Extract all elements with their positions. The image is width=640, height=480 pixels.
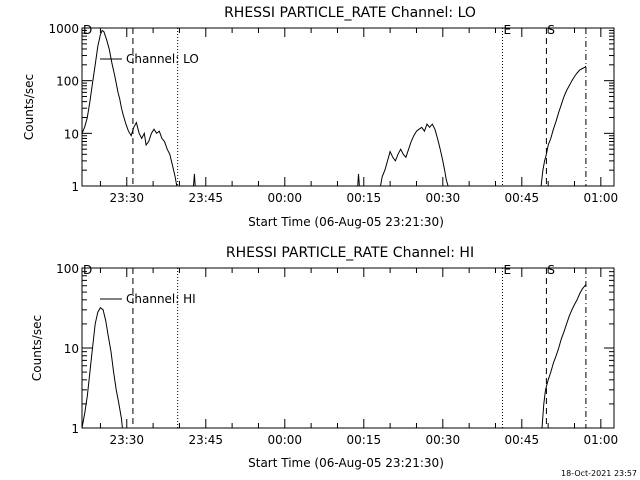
- marker-label: E: [504, 23, 512, 37]
- y-tick-label: 10: [64, 342, 79, 356]
- generation-timestamp: 18-Oct-2021 23:57: [561, 469, 637, 478]
- series-line-segment: [541, 284, 587, 429]
- x-tick-label: 00:00: [267, 191, 302, 205]
- y-axis-label-lo: Counts/sec: [22, 74, 36, 140]
- series-line-segment: [81, 29, 178, 187]
- x-tick-label: 23:30: [109, 433, 144, 447]
- series-line-segment: [540, 65, 587, 187]
- x-tick-label: 00:45: [505, 191, 540, 205]
- axis-ticks-lo: 23:30 23:45 00:00 00:15 00:30 00:45 01:00 1 10 10…: [48, 22, 618, 205]
- legend-label-hi: Channel: HI: [126, 292, 196, 306]
- legend-label-lo: Channel: LO: [126, 52, 199, 66]
- y-tick-label: 1: [71, 422, 79, 436]
- x-tick-label: 01:00: [584, 191, 619, 205]
- x-tick-label: 01:00: [584, 433, 619, 447]
- x-tick-label: 00:15: [347, 191, 382, 205]
- series-lo: [81, 29, 587, 187]
- series-line-segment: [357, 173, 360, 187]
- series-line-segment: [81, 306, 123, 429]
- x-tick-label: 00:45: [505, 433, 540, 447]
- series-hi: [81, 284, 587, 429]
- chart-title-lo: RHESSI PARTICLE_RATE Channel: LO: [224, 5, 476, 21]
- marker-label: S: [547, 23, 555, 37]
- x-tick-label: 23:45: [188, 433, 223, 447]
- y-tick-label: 1: [71, 180, 79, 194]
- x-tick-label: 00:30: [426, 191, 461, 205]
- x-tick-label: 00:00: [267, 433, 302, 447]
- y-tick-label: 10: [64, 127, 79, 141]
- marker-label: D: [83, 263, 92, 277]
- y-tick-label: 100: [56, 262, 79, 276]
- x-tick-label: 00:15: [347, 433, 382, 447]
- y-axis-label-hi: Counts/sec: [30, 315, 44, 381]
- y-tick-label: 100: [56, 75, 79, 89]
- axis-ticks-hi: 23:30 23:45 00:00 00:15 00:30 00:45 01:00 1 10 10…: [56, 262, 618, 447]
- y-tick-label: 1000: [48, 22, 79, 36]
- panel-hi: RHESSI PARTICLE_RATE Channel: HI Counts/…: [30, 245, 618, 470]
- marker-label: E: [504, 263, 512, 277]
- x-tick-label: 00:30: [426, 433, 461, 447]
- panel-lo: RHESSI PARTICLE_RATE Channel: LO Counts/…: [22, 5, 618, 229]
- x-axis-label-hi: Start Time (06-Aug-05 23:21:30): [248, 456, 444, 470]
- chart-title-hi: RHESSI PARTICLE_RATE Channel: HI: [226, 245, 474, 261]
- x-axis-label-lo: Start Time (06-Aug-05 23:21:30): [248, 215, 444, 229]
- x-tick-label: 23:45: [188, 191, 223, 205]
- marker-label: S: [547, 263, 555, 277]
- x-tick-label: 23:30: [109, 191, 144, 205]
- marker-label: D: [83, 23, 92, 37]
- series-line-segment: [380, 123, 449, 187]
- series-line-segment: [193, 173, 196, 187]
